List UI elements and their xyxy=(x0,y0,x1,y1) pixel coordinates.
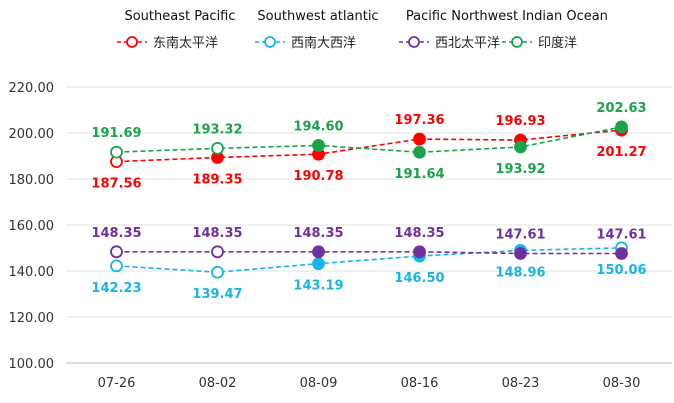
series-line xyxy=(116,250,622,255)
legend-english-label: Southeast Pacific xyxy=(124,9,235,24)
legend-series-name: 印度洋 xyxy=(538,35,577,51)
data-point xyxy=(514,140,527,154)
grid xyxy=(66,86,672,364)
legend-english-label: Indian Ocean xyxy=(522,9,608,24)
data-label: 201.27 xyxy=(596,145,646,160)
x-tick-label: 08-02 xyxy=(199,376,237,391)
data-label: 189.35 xyxy=(192,172,242,187)
data-point xyxy=(312,245,325,259)
legend-series-name: 西南大西洋 xyxy=(291,35,356,51)
legend-english-label: Pacific Northwest xyxy=(406,9,518,24)
y-tick-label: 180.00 xyxy=(9,173,55,188)
data-point xyxy=(211,265,224,279)
series-line xyxy=(116,247,622,274)
data-labels: 187.56 189.35 190.78 197.36 196.93 201.27 142.… xyxy=(91,101,646,302)
data-label: 139.47 xyxy=(192,287,242,302)
data-label: 146.50 xyxy=(394,271,444,286)
x-axis: 07-26 08-02 08-09 08-16 08-23 08-30 xyxy=(98,376,641,391)
legend-marker xyxy=(126,36,138,48)
data-label: 147.61 xyxy=(596,227,646,242)
x-tick-label: 08-16 xyxy=(401,376,439,391)
data-label: 193.32 xyxy=(192,122,242,137)
y-axis: 100.00 120.00 140.00 160.00 180.00 200.00 220.… xyxy=(9,81,55,372)
x-tick-label: 07-26 xyxy=(98,376,136,391)
data-label: 191.64 xyxy=(394,167,444,182)
legend-marker xyxy=(264,36,276,48)
data-label: 143.19 xyxy=(293,279,343,294)
data-point xyxy=(615,120,628,134)
series-line xyxy=(116,129,622,163)
data-point xyxy=(211,245,224,259)
data-point xyxy=(413,245,426,259)
data-label: 197.36 xyxy=(394,113,444,128)
data-point xyxy=(615,247,628,260)
data-point xyxy=(413,132,426,146)
series-lines xyxy=(110,120,628,279)
data-label: 148.35 xyxy=(293,226,343,241)
y-tick-label: 120.00 xyxy=(9,311,55,326)
data-label: 148.35 xyxy=(91,226,141,241)
data-label: 190.78 xyxy=(293,169,343,184)
data-point xyxy=(312,139,325,152)
data-label: 148.35 xyxy=(192,226,242,241)
x-tick-label: 08-30 xyxy=(603,376,641,391)
x-tick-label: 08-09 xyxy=(300,376,338,391)
y-tick-label: 100.00 xyxy=(9,357,55,372)
y-tick-label: 160.00 xyxy=(9,219,55,234)
data-point xyxy=(110,145,123,159)
data-label: 148.96 xyxy=(495,265,545,280)
data-label: 187.56 xyxy=(91,177,141,192)
data-label: 142.23 xyxy=(91,281,141,296)
data-label: 147.61 xyxy=(495,227,545,242)
data-label: 148.35 xyxy=(394,226,444,241)
data-label: 193.92 xyxy=(495,162,545,177)
legend-marker xyxy=(511,36,523,48)
data-point xyxy=(110,259,123,273)
legend-english-label: Southwest atlantic xyxy=(257,9,378,24)
legend-series-name: 东南太平洋 xyxy=(153,35,218,51)
data-label: 196.93 xyxy=(495,114,545,129)
series-line xyxy=(116,126,622,154)
data-label: 150.06 xyxy=(596,263,646,278)
data-point xyxy=(514,247,527,260)
y-tick-label: 200.00 xyxy=(9,127,55,142)
legend: Southeast Pacific 东南太平洋 Southwest atlantic… xyxy=(117,9,608,51)
y-tick-label: 220.00 xyxy=(9,81,55,96)
data-point xyxy=(312,257,325,271)
legend-series-name: 西北太平洋 xyxy=(435,36,500,51)
data-point xyxy=(413,145,426,159)
x-tick-label: 08-23 xyxy=(502,376,540,391)
y-tick-label: 140.00 xyxy=(9,265,55,280)
data-point xyxy=(110,245,123,259)
data-label: 202.63 xyxy=(596,101,646,116)
legend-marker xyxy=(408,36,420,48)
data-label: 194.60 xyxy=(293,119,343,134)
data-label: 191.69 xyxy=(91,126,141,141)
data-point xyxy=(211,141,224,155)
